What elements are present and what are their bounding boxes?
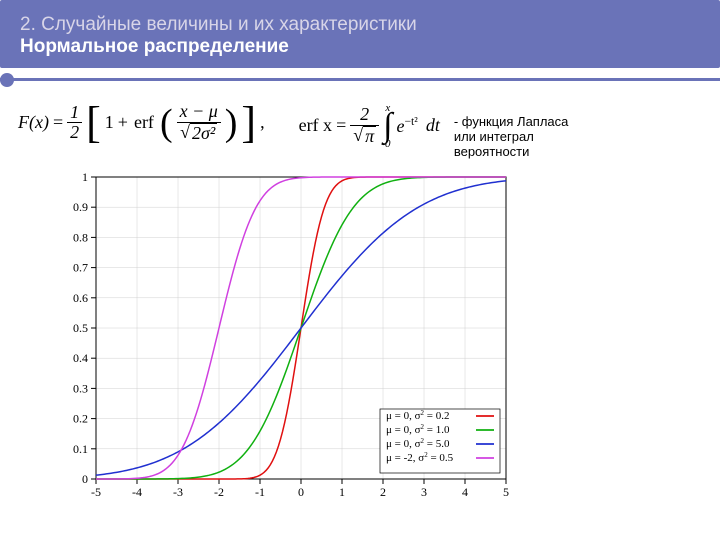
svg-text:3: 3	[421, 485, 427, 499]
comma: ,	[260, 112, 265, 133]
sqrt-arg: 2σ²	[190, 123, 217, 144]
svg-text:-3: -3	[173, 485, 183, 499]
right-bracket: ]	[241, 103, 256, 143]
svg-text:0.9: 0.9	[73, 200, 88, 214]
integrand: e−t²	[396, 115, 417, 137]
svg-text:0.1: 0.1	[73, 442, 88, 456]
svg-text:0.6: 0.6	[73, 291, 88, 305]
erf-formula: erf x = 2 √π x ∫ 0 e−t² dt	[299, 102, 440, 150]
sqrt-pi: √π	[350, 126, 379, 147]
erf-label: erf	[134, 112, 154, 133]
svg-text:0.3: 0.3	[73, 381, 88, 395]
slide-title: Нормальное распределение	[20, 36, 700, 58]
svg-text:1: 1	[339, 485, 345, 499]
svg-text:0: 0	[82, 472, 88, 486]
two: 2	[357, 105, 372, 125]
svg-text:μ = -2, σ2 = 0.5: μ = -2, σ2 = 0.5	[386, 451, 454, 464]
svg-text:4: 4	[462, 485, 468, 499]
cdf-formula: F(x) = 1 2 [ 1 + erf ( x − μ √2σ² ) ] ,	[18, 102, 265, 144]
numerator: x − μ	[177, 102, 221, 122]
svg-text:0.4: 0.4	[73, 351, 88, 365]
svg-text:-1: -1	[255, 485, 265, 499]
coef: 2 √π	[350, 105, 379, 147]
svg-text:0.5: 0.5	[73, 321, 88, 335]
integral: x ∫ 0	[383, 102, 392, 150]
half-den: 2	[67, 123, 82, 143]
svg-text:1: 1	[82, 170, 88, 184]
formula-row: F(x) = 1 2 [ 1 + erf ( x − μ √2σ² ) ] ,	[18, 102, 702, 159]
dt: dt	[426, 115, 440, 136]
svg-text:5: 5	[503, 485, 509, 499]
svg-text:0: 0	[298, 485, 304, 499]
half-num: 1	[67, 103, 82, 123]
svg-text:-5: -5	[91, 485, 101, 499]
equals: =	[53, 112, 63, 133]
svg-text:0.7: 0.7	[73, 261, 88, 275]
int-lower: 0	[385, 138, 391, 150]
slide-content: F(x) = 1 2 [ 1 + erf ( x − μ √2σ² ) ] ,	[0, 92, 720, 540]
one-half: 1 2	[67, 103, 82, 144]
svg-text:-2: -2	[214, 485, 224, 499]
section-title: 2. Случайные величины и их характеристик…	[20, 14, 700, 36]
svg-text:0.8: 0.8	[73, 230, 88, 244]
pi: π	[363, 126, 376, 147]
denominator: √2σ²	[177, 123, 220, 144]
left-bracket: [	[86, 103, 101, 143]
left-paren: (	[160, 107, 173, 139]
plus: +	[118, 112, 128, 133]
arg-fraction: x − μ √2σ²	[177, 102, 221, 144]
one: 1	[105, 112, 114, 133]
right-paren: )	[225, 107, 238, 139]
svg-text:2: 2	[380, 485, 386, 499]
svg-text:μ = 0, σ2 = 5.0: μ = 0, σ2 = 5.0	[386, 437, 450, 450]
svg-text:μ = 0, σ2 = 1.0: μ = 0, σ2 = 1.0	[386, 423, 450, 436]
svg-text:0.2: 0.2	[73, 412, 88, 426]
erf-x: erf x	[299, 115, 332, 136]
svg-text:μ = 0, σ2 = 0.2: μ = 0, σ2 = 0.2	[386, 409, 450, 422]
F-of-x: F(x)	[18, 112, 49, 133]
equals-2: =	[336, 115, 346, 136]
slide-header: 2. Случайные величины и их характеристик…	[0, 0, 720, 68]
formula-annotation: - функция Лапласа или интеграл вероятнос…	[454, 102, 594, 159]
cdf-chart: -5 -4 -3 -2 -1 0 1 2 3 4 5 0 0.1 0.2 0.3 0.4 0.5 0.6 0.7 0.…	[48, 167, 518, 507]
exponent: −t²	[404, 115, 417, 128]
header-divider	[0, 78, 720, 81]
svg-text:-4: -4	[132, 485, 142, 499]
